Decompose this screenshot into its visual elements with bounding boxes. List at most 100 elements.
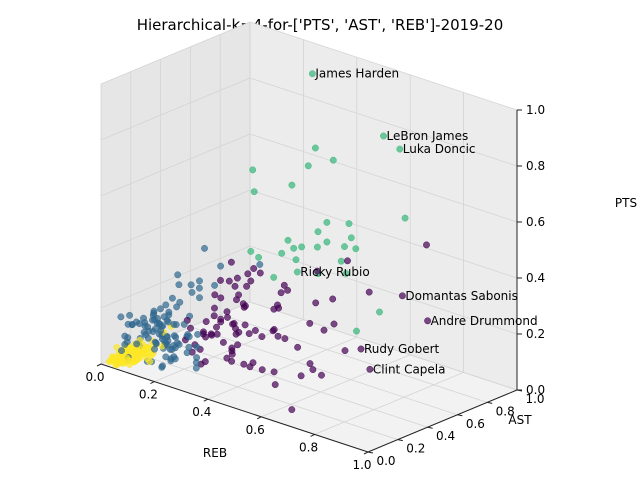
point-cluster-0-52: [229, 320, 237, 328]
grid-line-z-back-2: [249, 189, 518, 279]
point-cluster-0-14: [250, 265, 258, 272]
y-tick-mark-5: [516, 389, 523, 392]
y-axis-line: [367, 389, 518, 453]
annotation-label-3: Ricky Rubio: [300, 265, 369, 279]
y-tick-label-5: 1.0: [525, 392, 544, 406]
point-cluster-0-47: [223, 308, 231, 316]
grid-line-z-back-5: [249, 21, 518, 111]
point-cluster-1-2: [201, 244, 208, 252]
point-cluster-1-4: [196, 277, 203, 285]
point-cluster-1-82: [144, 334, 152, 342]
annotation-label-6: Rudy Gobert: [364, 342, 440, 356]
y-tick-mark-0: [367, 451, 374, 454]
point-cluster-2-26: [313, 243, 321, 251]
annotation-label-5: Andre Drummond: [431, 314, 538, 328]
point-cluster-0-20: [270, 305, 278, 313]
point-cluster-0-61: [217, 276, 224, 284]
z-tick-label-4: 0.8: [526, 159, 545, 173]
z-tick-label-3: 0.6: [526, 215, 545, 229]
y-tick-label-3: 0.6: [466, 417, 485, 431]
point-cluster-0-64: [223, 354, 231, 362]
point-cluster-1-57: [192, 364, 200, 372]
point-cluster-1-96: [124, 320, 132, 328]
y-tick-label-4: 0.8: [496, 404, 515, 418]
x-tick-mark-2: [203, 398, 209, 402]
point-cluster-2-7: [288, 181, 296, 189]
point-cluster-1-59: [183, 349, 191, 357]
point-cluster-1-51: [172, 333, 180, 341]
left-pane: [101, 22, 250, 364]
point-cluster-1-97: [155, 330, 163, 338]
point-cluster-0-53: [224, 313, 231, 321]
x-tick-label-0: 0.0: [85, 370, 104, 384]
annotation-label-1: LeBron James: [387, 129, 469, 143]
point-cluster-2-ann-1: [380, 132, 387, 140]
y-tick-mark-4: [487, 401, 493, 404]
point-cluster-1-60: [175, 341, 183, 348]
grid-line-x-floor-4: [314, 372, 464, 435]
point-cluster-2-8: [250, 188, 258, 196]
point-cluster-1-14: [187, 281, 195, 289]
point-cluster-0-ann-6: [357, 345, 365, 353]
point-cluster-0-25: [297, 372, 305, 380]
point-cluster-1-53: [184, 331, 192, 338]
point-cluster-0-ann-5: [424, 317, 432, 325]
point-cluster-2-9: [249, 166, 257, 174]
y-tick-mark-3: [457, 414, 463, 417]
point-cluster-0-37: [233, 274, 241, 282]
point-cluster-2-16: [345, 220, 353, 228]
point-cluster-0-2: [313, 267, 321, 275]
annotation-label-0: James Harden: [314, 67, 399, 81]
point-cluster-3-26: [119, 359, 127, 367]
point-cluster-2-4: [304, 162, 312, 170]
back-pane: [250, 22, 517, 390]
point-cluster-1-54: [193, 343, 201, 351]
point-cluster-0-72: [213, 330, 221, 338]
axes-frame: 0.0 0.0 0.0 0.2 0.2 0.2 0.4 0.4 0.4 0.6 0.6 0.6 0.8 0…: [85, 103, 545, 472]
grid-line-z-left-3: [100, 133, 251, 197]
point-cluster-1-68: [194, 330, 202, 338]
point-cluster-2-21: [353, 327, 360, 335]
point-cluster-1-92: [157, 305, 164, 313]
annotation-label-4: Domantas Sabonis: [405, 289, 517, 303]
y-axis-label: AST: [508, 413, 532, 427]
point-cluster-0-4: [312, 299, 320, 307]
x-tick-mark-5: [363, 451, 369, 455]
point-cluster-1-81: [123, 338, 131, 346]
point-cluster-0-8: [306, 360, 314, 368]
grid-line-y-floor-4: [220, 314, 488, 403]
x-tick-mark-0: [96, 363, 102, 367]
point-cluster-1-9: [175, 281, 183, 289]
point-cluster-2-15: [284, 236, 292, 244]
point-cluster-2-10: [323, 218, 331, 226]
point-cluster-0-74: [213, 323, 220, 331]
x-tick-label-5: 1.0: [352, 458, 371, 472]
grid-line-z-back-3: [249, 133, 518, 223]
point-cluster-0-59: [211, 291, 219, 299]
point-cluster-1-93: [133, 340, 141, 348]
point-cluster-0-6: [320, 326, 328, 334]
point-cluster-3-37: [113, 343, 121, 351]
point-cluster-1-15: [176, 298, 184, 306]
point-cluster-0-43: [241, 321, 249, 329]
point-cluster-0-66: [228, 344, 236, 352]
point-cluster-0-54: [234, 341, 242, 349]
point-cluster-1-73: [121, 332, 129, 340]
point-cluster-1-0: [256, 261, 264, 268]
point-cluster-1-106: [163, 341, 171, 349]
point-cluster-0-60: [233, 296, 240, 304]
point-cluster-0-48: [245, 330, 253, 338]
point-cluster-0-46: [241, 302, 249, 310]
point-cluster-3-8: [141, 345, 149, 353]
point-cluster-0-24: [274, 332, 282, 340]
point-cluster-0-30: [244, 270, 252, 278]
point-cluster-1-85: [152, 339, 160, 347]
x-axis-line: [100, 363, 369, 453]
x-tick-label-4: 0.8: [299, 440, 318, 454]
point-cluster-0-67: [211, 304, 218, 312]
annotation-label-2: Luka Doncic: [403, 142, 476, 156]
x-tick-label-3: 0.6: [246, 423, 265, 437]
grid-line-y-floor-5: [249, 301, 518, 391]
point-cluster-3-6: [146, 358, 154, 366]
point-cluster-2-18: [292, 256, 300, 264]
